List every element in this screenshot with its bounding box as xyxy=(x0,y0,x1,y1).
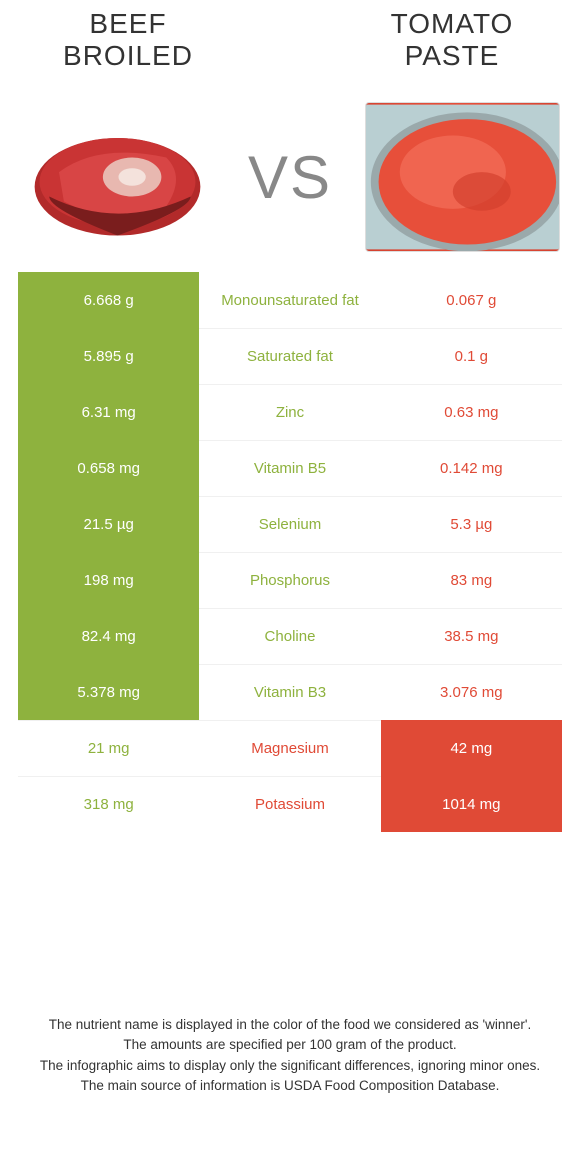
nutrient-name: Vitamin B3 xyxy=(199,664,380,720)
table-row: 21 mg Magnesium 42 mg xyxy=(18,720,562,776)
tomato-paste-icon xyxy=(366,103,559,251)
food-title-right-line1: TOMATO xyxy=(352,8,552,40)
left-value: 21 mg xyxy=(18,720,199,776)
right-value: 5.3 µg xyxy=(381,496,562,552)
nutrient-label: Vitamin B5 xyxy=(254,460,326,477)
left-value: 82.4 mg xyxy=(18,608,199,664)
nutrient-label: Vitamin B3 xyxy=(254,684,326,701)
right-value: 1014 mg xyxy=(381,776,562,832)
caption-block: The nutrient name is displayed in the co… xyxy=(0,1015,580,1096)
nutrient-label: Phosphorus xyxy=(250,572,330,589)
titles-row: BEEF BROILED TOMATO PASTE xyxy=(18,8,562,72)
right-value: 0.067 g xyxy=(381,272,562,328)
table-row: 82.4 mg Choline 38.5 mg xyxy=(18,608,562,664)
left-value: 6.31 mg xyxy=(18,384,199,440)
left-value: 198 mg xyxy=(18,552,199,608)
nutrient-label: Saturated fat xyxy=(247,348,333,365)
nutrient-label: Monounsaturated fat xyxy=(221,292,359,309)
left-value: 318 mg xyxy=(18,776,199,832)
food-title-right: TOMATO PASTE xyxy=(352,8,552,72)
nutrient-name: Selenium xyxy=(199,496,380,552)
right-value: 0.63 mg xyxy=(381,384,562,440)
right-value: 0.1 g xyxy=(381,328,562,384)
nutrient-name: Saturated fat xyxy=(199,328,380,384)
nutrient-label: Selenium xyxy=(259,516,322,533)
right-value: 38.5 mg xyxy=(381,608,562,664)
left-value: 5.895 g xyxy=(18,328,199,384)
nutrient-name: Magnesium xyxy=(199,720,380,776)
nutrient-name: Choline xyxy=(199,608,380,664)
caption-line-1: The nutrient name is displayed in the co… xyxy=(30,1015,550,1035)
table-row: 198 mg Phosphorus 83 mg xyxy=(18,552,562,608)
nutrient-name: Zinc xyxy=(199,384,380,440)
table-row: 318 mg Potassium 1014 mg xyxy=(18,776,562,832)
nutrient-name: Vitamin B5 xyxy=(199,440,380,496)
food-title-left-line1: BEEF xyxy=(28,8,228,40)
food-title-right-line2: PASTE xyxy=(352,40,552,72)
caption-line-2: The amounts are specified per 100 gram o… xyxy=(30,1035,550,1055)
beef-icon xyxy=(20,102,215,252)
left-value: 5.378 mg xyxy=(18,664,199,720)
images-row: VS xyxy=(18,102,562,252)
table-row: 0.658 mg Vitamin B5 0.142 mg xyxy=(18,440,562,496)
nutrient-label: Potassium xyxy=(255,796,325,813)
caption-line-4: The main source of information is USDA F… xyxy=(30,1076,550,1096)
table-row: 5.895 g Saturated fat 0.1 g xyxy=(18,328,562,384)
food-title-left-line2: BROILED xyxy=(28,40,228,72)
nutrient-name: Monounsaturated fat xyxy=(199,272,380,328)
left-value: 21.5 µg xyxy=(18,496,199,552)
food-title-left: BEEF BROILED xyxy=(28,8,228,72)
nutrient-label: Zinc xyxy=(276,404,304,421)
left-value: 6.668 g xyxy=(18,272,199,328)
table-row: 21.5 µg Selenium 5.3 µg xyxy=(18,496,562,552)
right-value: 83 mg xyxy=(381,552,562,608)
table-row: 6.31 mg Zinc 0.63 mg xyxy=(18,384,562,440)
left-value: 0.658 mg xyxy=(18,440,199,496)
food-image-left xyxy=(20,102,215,252)
vs-label: VS xyxy=(248,143,332,212)
table-row: 6.668 g Monounsaturated fat 0.067 g xyxy=(18,272,562,328)
nutrient-table: 6.668 gMonounsaturated fat0.067 g5.895 g… xyxy=(18,272,562,832)
food-image-right xyxy=(365,102,560,252)
right-value: 0.142 mg xyxy=(381,440,562,496)
caption-line-3: The infographic aims to display only the… xyxy=(30,1056,550,1076)
table-row: 5.378 mg Vitamin B3 3.076 mg xyxy=(18,664,562,720)
nutrient-name: Potassium xyxy=(199,776,380,832)
right-value: 3.076 mg xyxy=(381,664,562,720)
right-value: 42 mg xyxy=(381,720,562,776)
nutrient-label: Magnesium xyxy=(251,740,329,757)
nutrient-name: Phosphorus xyxy=(199,552,380,608)
nutrient-label: Choline xyxy=(265,628,316,645)
